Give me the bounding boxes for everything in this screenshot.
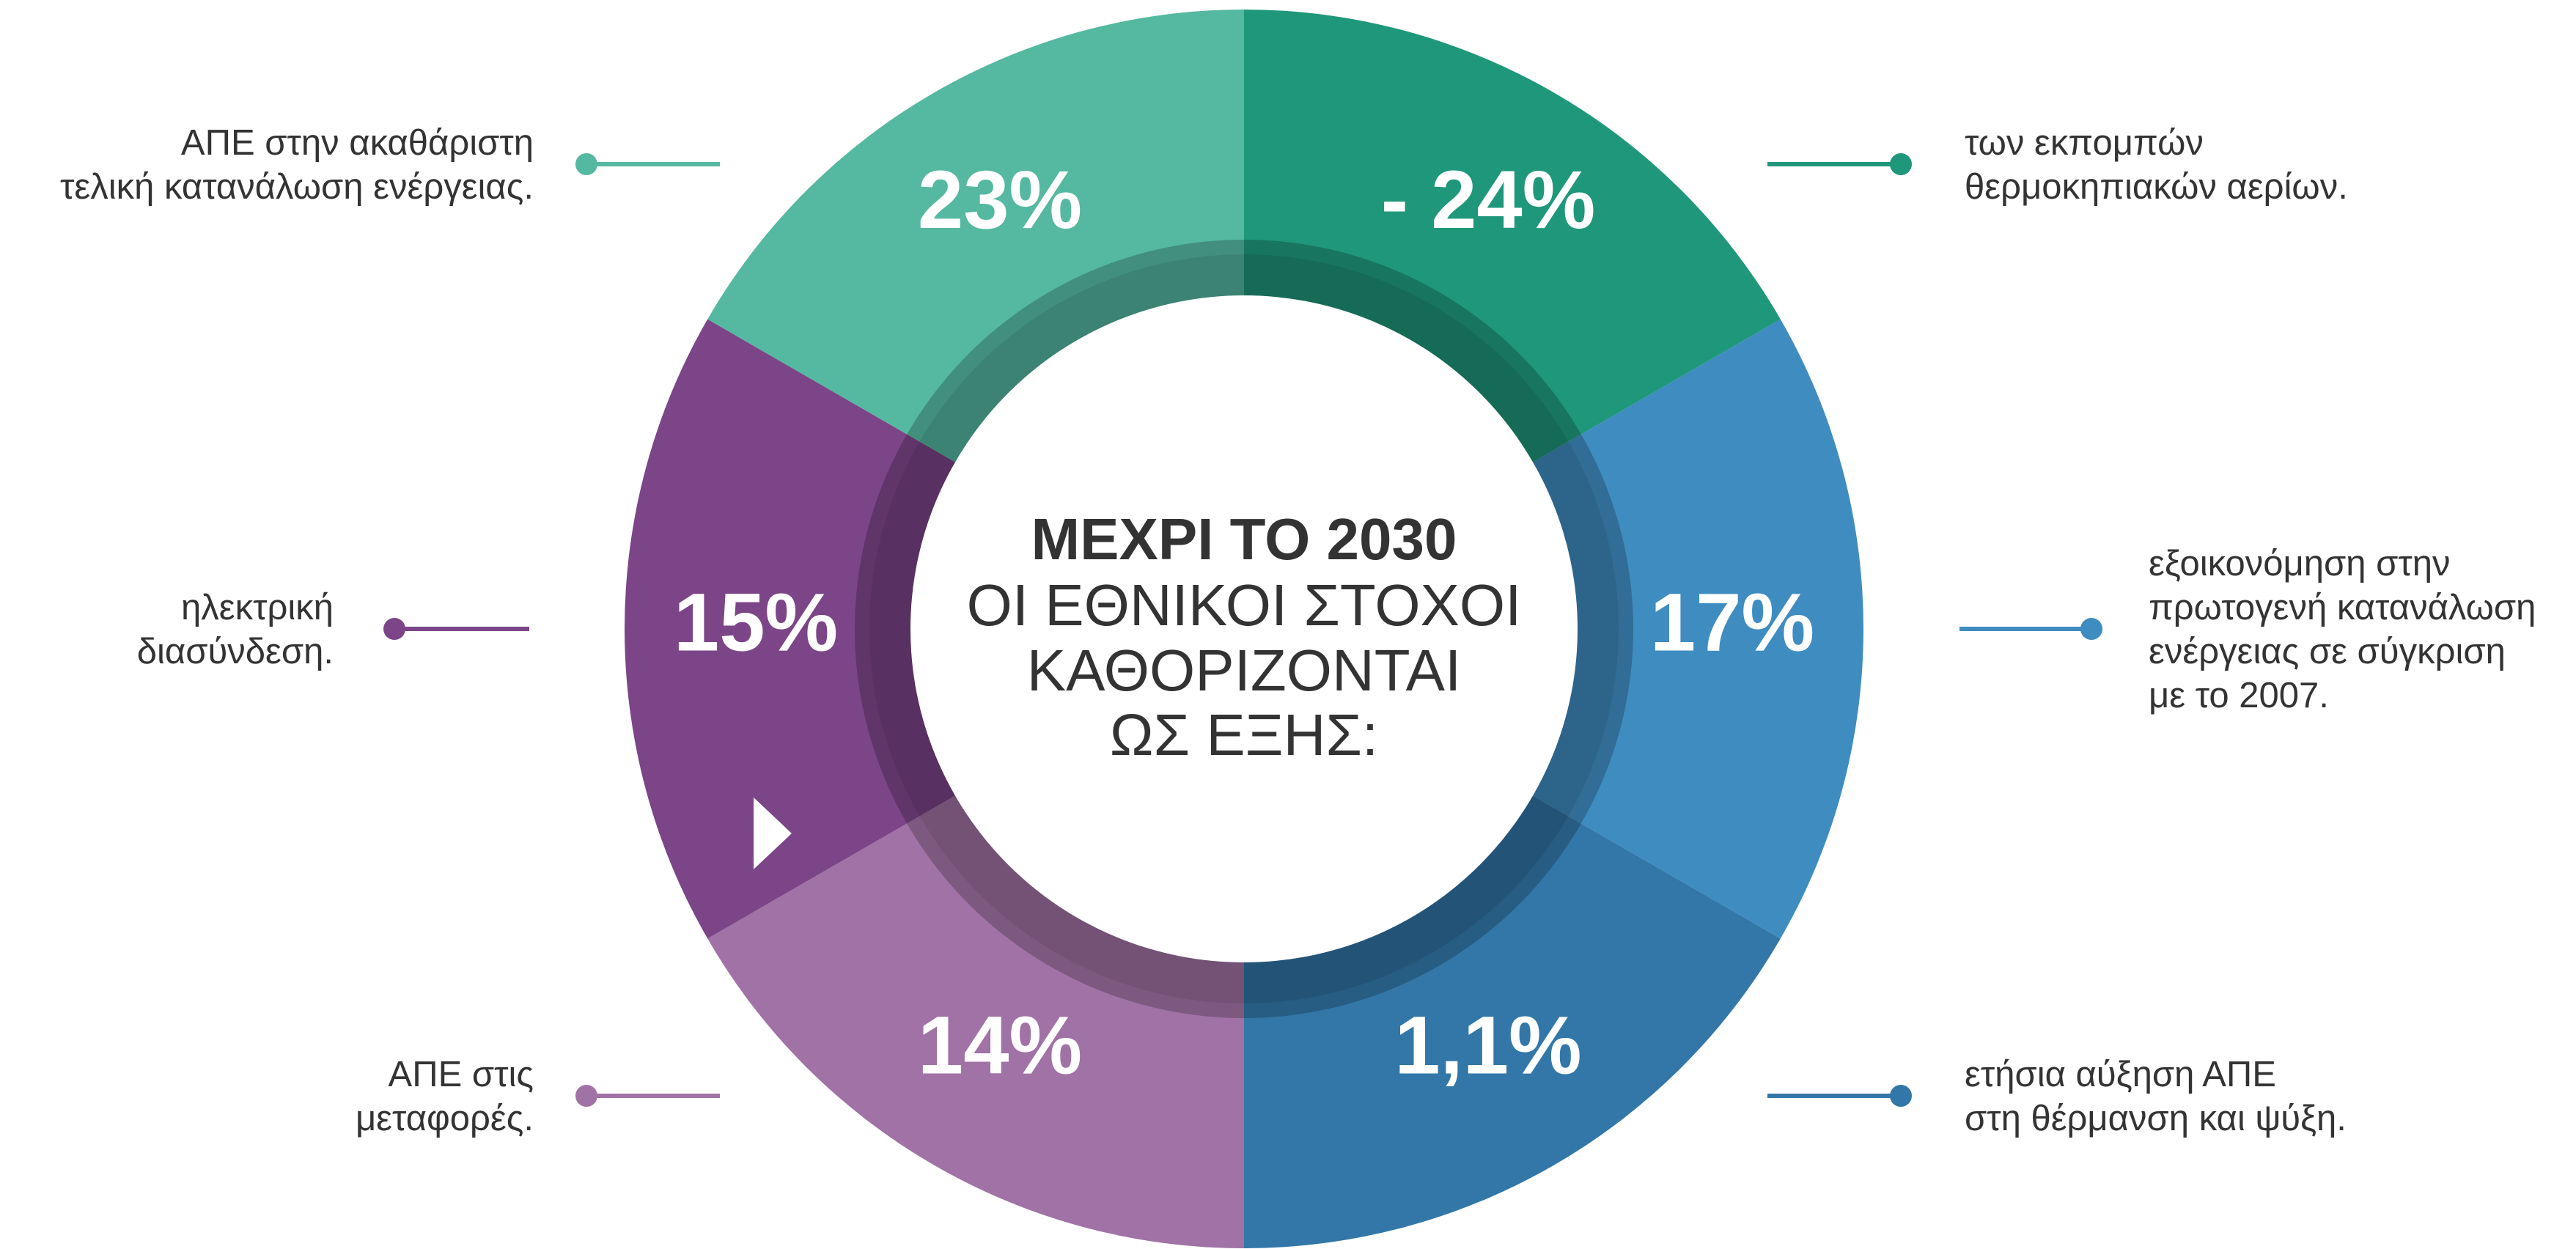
segment-value: 1,1% bbox=[1394, 999, 1581, 1091]
description: ετήσια αύξηση ΑΠΕ στη θέρμανση και ψύξη. bbox=[1965, 1055, 2347, 1138]
description-line: ενέργειας σε σύγκριση bbox=[2149, 632, 2506, 671]
description-line: ΑΠΕ στην ακαθάριστη bbox=[181, 123, 534, 163]
description-line: πρωτογενή κατανάλωση bbox=[2149, 588, 2536, 627]
description-line: τελική κατανάλωση ενέργειας. bbox=[60, 167, 534, 207]
center-text: ΟΙ ΕΘΝΙΚΟΙ ΣΤΟΧΟΙ bbox=[967, 572, 1522, 638]
segment-value: 15% bbox=[674, 577, 838, 668]
center-disc bbox=[910, 295, 1578, 962]
description-line: ετήσια αύξηση ΑΠΕ bbox=[1965, 1055, 2276, 1094]
description: ΑΠΕ στις μεταφορές. bbox=[356, 1055, 534, 1138]
connector-dot bbox=[383, 618, 405, 640]
connector-dot bbox=[2080, 618, 2102, 640]
center-text: ΩΣ ΕΞΗΣ: bbox=[1110, 702, 1378, 767]
connector-dot bbox=[1890, 153, 1912, 175]
center-text: ΚΑΘΟΡΙΖΟΝΤΑΙ bbox=[1027, 638, 1461, 703]
play-icon bbox=[754, 797, 792, 869]
segment-value: 14% bbox=[918, 999, 1082, 1091]
connector-dot bbox=[575, 1085, 597, 1107]
description-line: διασύνδεση. bbox=[137, 632, 334, 671]
description: ηλεκτρική διασύνδεση. bbox=[137, 588, 334, 671]
description: εξοικονόμηση στην πρωτογενή κατανάλωση ενέ… bbox=[2149, 544, 2536, 715]
connector-dot bbox=[575, 153, 597, 175]
segment-value: - 24% bbox=[1381, 154, 1596, 246]
description-line: μεταφορές. bbox=[356, 1099, 534, 1138]
segment-value: 23% bbox=[918, 154, 1082, 246]
description: ΑΠΕ στην ακαθάριστη τελική κατανάλωση ενέ… bbox=[60, 123, 534, 207]
description-line: με το 2007. bbox=[2149, 676, 2329, 715]
description-line: θερμοκηπιακών αερίων. bbox=[1965, 167, 2348, 207]
description-line: στη θέρμανση και ψύξη. bbox=[1965, 1099, 2347, 1138]
description-line: εξοικονόμηση στην bbox=[2149, 544, 2450, 583]
center-text: ΜΕΧΡΙ ΤΟ 2030 bbox=[1031, 506, 1457, 572]
description-line: ηλεκτρική bbox=[181, 588, 334, 627]
description-line: των εκπομπών bbox=[1965, 123, 2204, 163]
connector-dot bbox=[1890, 1085, 1912, 1107]
description: των εκπομπών θερμοκηπιακών αερίων. bbox=[1965, 123, 2348, 207]
description-line: ΑΠΕ στις bbox=[389, 1055, 534, 1094]
segment-value: 17% bbox=[1650, 577, 1814, 668]
